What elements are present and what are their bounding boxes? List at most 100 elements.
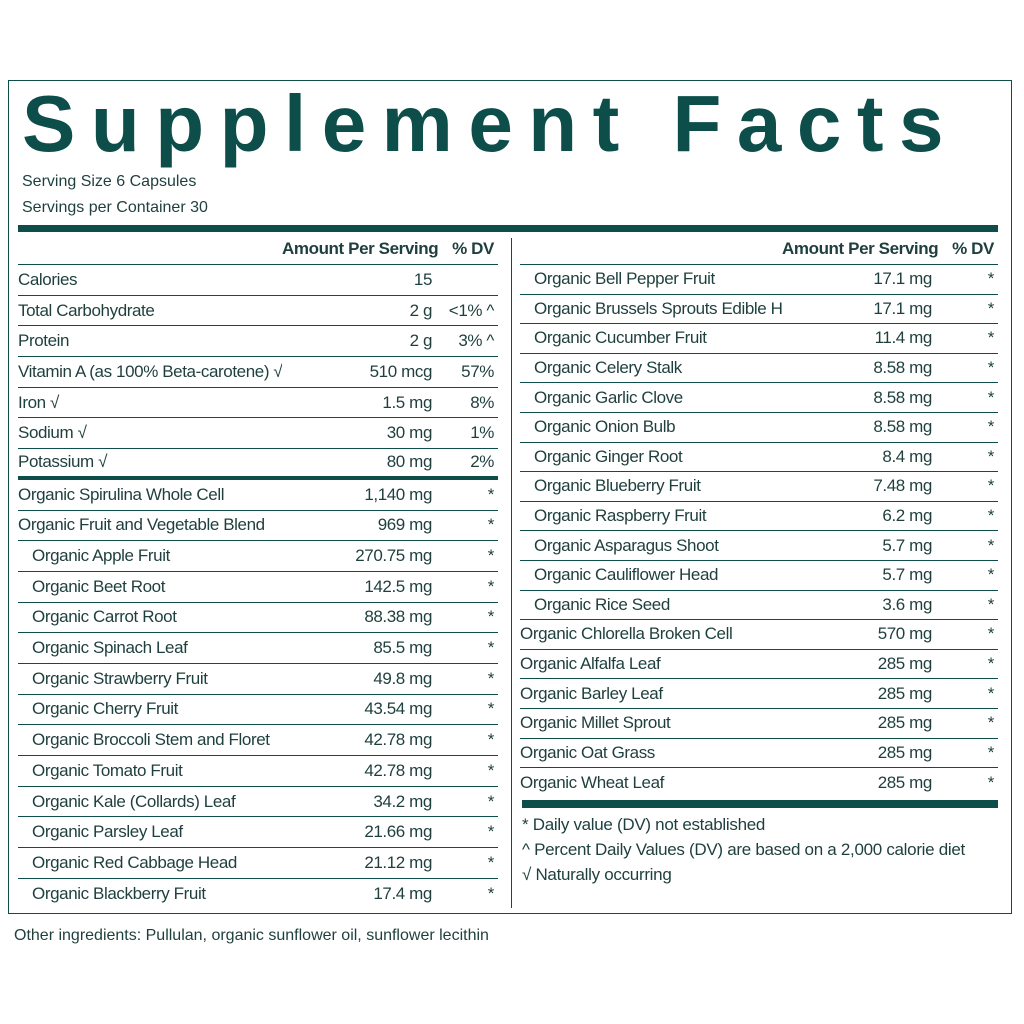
nutrient-dv: * (987, 387, 995, 407)
nutrient-dv: * (487, 515, 495, 535)
nutrient-dv: 57% (461, 361, 494, 381)
nutrient-row: Organic Barley Leaf 285 mg * (520, 679, 998, 709)
footnote: * Daily value (DV) not established (522, 815, 766, 834)
nutrient-dv: 2% (470, 452, 494, 472)
nutrient-amount: 285 mg (877, 683, 933, 703)
nutrient-amount: 8.58 mg (873, 358, 932, 378)
footnotes: * Daily value (DV) not established ^ Perc… (522, 812, 965, 887)
nutrient-dv: * (487, 699, 495, 719)
nutrient-row: Organic Asparagus Shoot 5.7 mg * (520, 531, 998, 561)
nutrient-amount: 17.1 mg (873, 269, 932, 289)
nutrient-row: Organic Ginger Root 8.4 mg * (520, 443, 998, 473)
nutrient-amount: 88.38 mg (364, 607, 432, 627)
nutrient-row: Total Carbohydrate 2 g <1% ^ (18, 296, 498, 327)
nutrient-name: Organic Spinach Leaf (32, 638, 188, 658)
nutrient-dv: * (987, 772, 995, 792)
nutrient-dv: * (987, 535, 995, 555)
nutrient-amount: 270.75 mg (355, 546, 432, 566)
nutrient-amount: 8.58 mg (873, 387, 932, 407)
nutrient-row: Organic Strawberry Fruit 49.8 mg * (18, 664, 498, 695)
dv-header: % DV (452, 239, 494, 258)
nutrient-dv: * (987, 269, 995, 289)
nutrient-row: Organic Onion Bulb 8.58 mg * (520, 413, 998, 443)
nutrient-name: Organic Cauliflower Head (534, 565, 719, 585)
nutrient-row: Organic Cauliflower Head 5.7 mg * (520, 561, 998, 591)
amount-header: Amount Per Serving (782, 239, 939, 258)
nutrient-amount: 42.78 mg (364, 760, 432, 780)
nutrient-name: Organic Parsley Leaf (32, 822, 183, 842)
nutrient-dv: * (487, 638, 495, 658)
nutrient-name: Organic Millet Sprout (520, 713, 671, 733)
nutrient-dv: * (487, 791, 495, 811)
nutrient-row: Organic Brussels Sprouts Edible Head 17.1… (520, 295, 998, 325)
nutrient-row: Organic Blueberry Fruit 7.48 mg * (520, 472, 998, 502)
nutrient-row: Organic Apple Fruit 270.75 mg * (18, 541, 498, 572)
other-ingredients: Other ingredients: Pullulan, organic sun… (14, 927, 489, 944)
nutrient-name: Organic Beet Root (32, 576, 166, 596)
nutrient-row: Organic Beet Root 142.5 mg * (18, 572, 498, 603)
nutrient-row: Organic Chlorella Broken Cell 570 mg * (520, 620, 998, 650)
nutrient-amount: 43.54 mg (364, 699, 432, 719)
nutrient-dv: * (487, 884, 495, 904)
nutrient-dv: * (487, 822, 495, 842)
nutrient-amount: 5.7 mg (882, 565, 932, 585)
nutrient-amount: 15 (413, 269, 433, 289)
nutrient-dv: * (987, 328, 995, 348)
nutrient-dv: * (487, 760, 495, 780)
nutrient-row: Organic Spinach Leaf 85.5 mg * (18, 633, 498, 664)
nutrient-dv: * (987, 298, 995, 318)
nutrient-amount: 285 mg (877, 742, 933, 762)
header-row: Amount Per Serving % DV (18, 234, 498, 265)
nutrient-dv: * (987, 683, 995, 703)
nutrient-row: Organic Alfalfa Leaf 285 mg * (520, 650, 998, 680)
nutrient-name: Organic Cucumber Fruit (534, 328, 707, 348)
nutrient-dv: * (487, 484, 495, 504)
nutrient-name: Potassium √ (18, 452, 108, 472)
nutrient-row: Organic Kale (Collards) Leaf 34.2 mg * (18, 787, 498, 818)
nutrient-name: Organic Chlorella Broken Cell (520, 624, 733, 644)
nutrient-name: Organic Ginger Root (534, 446, 683, 466)
nutrient-dv: <1% ^ (448, 300, 495, 320)
nutrient-row: Organic Garlic Clove 8.58 mg * (520, 383, 998, 413)
nutrient-amount: 21.66 mg (364, 822, 432, 842)
nutrient-dv: 3% ^ (458, 331, 494, 351)
nutrient-amount: 17.4 mg (373, 884, 432, 904)
nutrient-name: Organic Blackberry Fruit (32, 884, 206, 904)
nutrient-row: Organic Celery Stalk 8.58 mg * (520, 354, 998, 384)
nutrient-row: Calories 15 (18, 265, 498, 296)
nutrient-name: Organic Tomato Fruit (32, 760, 183, 780)
nutrient-name: Calories (18, 269, 78, 289)
nutrient-amount: 510 mcg (369, 361, 433, 381)
nutrient-dv: * (987, 476, 995, 496)
nutrient-name: Organic Spirulina Whole Cell (18, 484, 225, 504)
nutrient-name: Organic Oat Grass (520, 742, 655, 762)
dv-header: % DV (952, 239, 994, 258)
nutrient-amount: 6.2 mg (882, 506, 932, 526)
servings-per-container: Servings per Container 30 (22, 199, 208, 216)
nutrient-name: Organic Red Cabbage Head (32, 852, 237, 872)
nutrient-row: Organic Parsley Leaf 21.66 mg * (18, 817, 498, 849)
nutrient-row: Iron √ 1.5 mg 8% (18, 388, 498, 419)
nutrient-name: Organic Rice Seed (534, 594, 670, 614)
nutrient-dv: * (987, 742, 995, 762)
nutrient-name: Organic Cherry Fruit (32, 699, 178, 719)
nutrient-row: Organic Cucumber Fruit 11.4 mg * (520, 324, 998, 354)
nutrient-name: Organic Onion Bulb (534, 417, 676, 437)
nutrient-amount: 570 mg (877, 624, 933, 644)
nutrient-amount: 34.2 mg (373, 791, 432, 811)
footnote: ^ Percent Daily Values (DV) are based on… (522, 840, 965, 859)
nutrient-name: Organic Alfalfa Leaf (520, 654, 661, 674)
nutrient-name: Organic Garlic Clove (534, 387, 683, 407)
nutrient-dv: * (487, 607, 495, 627)
nutrient-row: Organic Blackberry Fruit 17.4 mg * (18, 879, 498, 910)
nutrient-row: Sodium √ 30 mg 1% (18, 418, 498, 450)
nutrient-dv: * (987, 358, 995, 378)
nutrient-row: Organic Oat Grass 285 mg * (520, 739, 998, 769)
nutrient-dv: * (987, 417, 995, 437)
nutrient-amount: 285 mg (877, 713, 933, 733)
nutrient-amount: 1,140 mg (364, 484, 432, 504)
nutrient-name: Organic Broccoli Stem and Floret (32, 730, 270, 750)
nutrient-name: Organic Asparagus Shoot (534, 535, 719, 555)
label-border (8, 80, 1012, 914)
nutrient-amount: 969 mg (377, 515, 433, 535)
